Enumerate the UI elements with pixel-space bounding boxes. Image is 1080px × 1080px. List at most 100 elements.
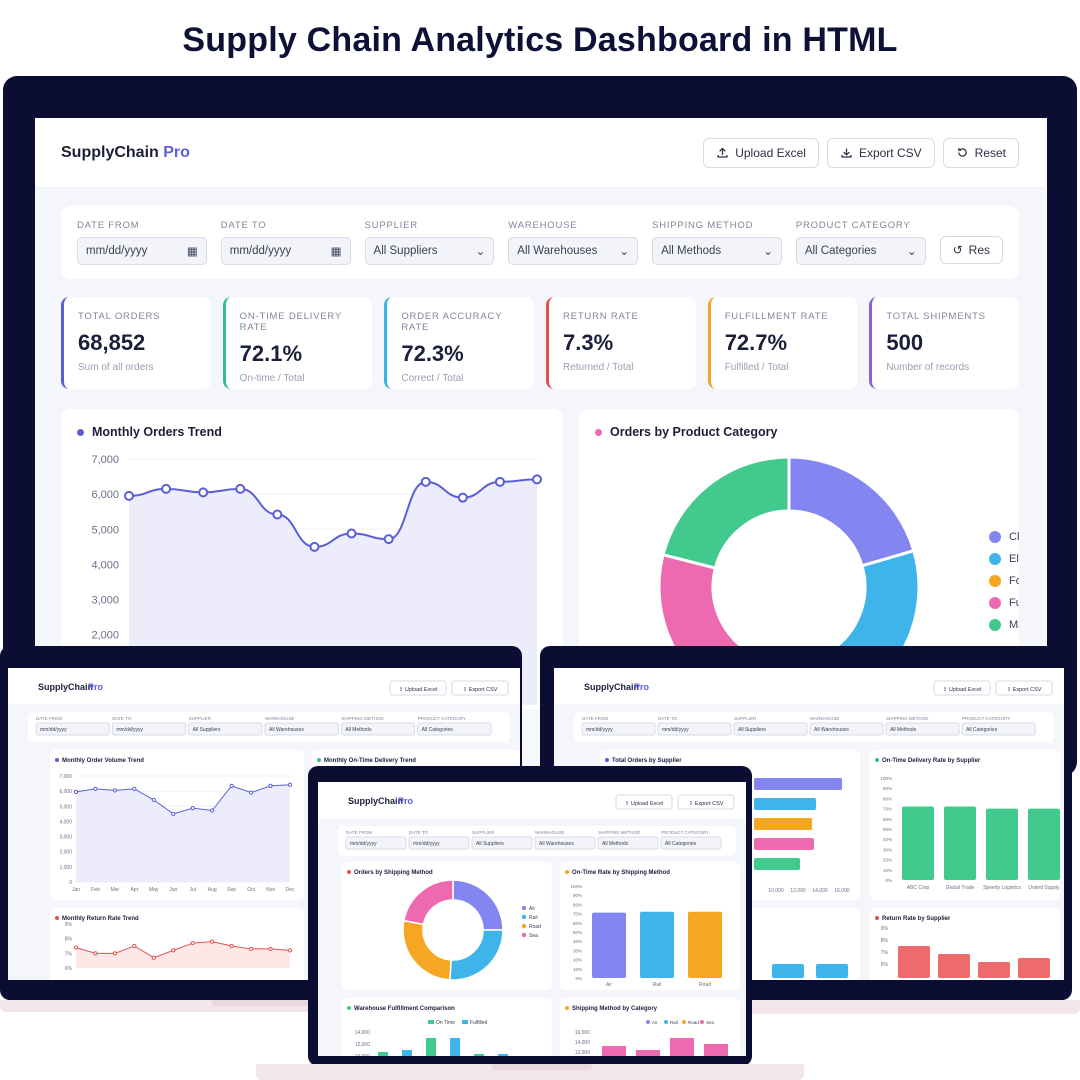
- legend-item[interactable]: Machin: [989, 619, 1019, 631]
- line-point[interactable]: [124, 490, 134, 501]
- kpi-label: RETURN RATE: [563, 311, 639, 322]
- reset-button[interactable]: Reset: [942, 137, 1019, 168]
- legend-label: Machin: [1009, 619, 1019, 631]
- mini-filter-input[interactable]: [340, 722, 416, 736]
- mini-card-title: On-Time Rate by Shipping Method: [572, 870, 670, 876]
- mini-card-title: Total Orders by Supplier: [612, 758, 682, 764]
- legend-item[interactable]: Clothin: [989, 531, 1019, 543]
- mini-filter-input[interactable]: [809, 722, 884, 736]
- mini-filter-input[interactable]: [35, 722, 110, 736]
- mini-line-series: [75, 784, 291, 815]
- mini-legend-label: Sea: [529, 933, 538, 939]
- donut-chart-title: Orders by Product Category: [610, 425, 778, 439]
- chevron-down-icon: ⌄: [475, 246, 486, 258]
- filter-reset-button[interactable]: ↺ Res: [939, 236, 1003, 264]
- date-to-input[interactable]: mm/dd/yyyy ▦: [220, 237, 351, 265]
- y-tick-label: 2,000: [91, 630, 119, 642]
- mini-y-tick: 70%: [573, 912, 582, 917]
- title-dot-icon: [605, 758, 609, 762]
- mini-bar: [1018, 958, 1050, 978]
- mini-filter-input[interactable]: [345, 836, 407, 850]
- mini-filter-input[interactable]: [597, 836, 659, 850]
- line-point[interactable]: [383, 534, 394, 545]
- mini-filter-input[interactable]: [111, 722, 187, 736]
- warehouse-select[interactable]: All Warehouses ⌄: [508, 237, 639, 265]
- mini-filter-input[interactable]: [417, 722, 492, 736]
- mini-line-point: [151, 955, 156, 960]
- date-from-label: DATE FROM: [77, 220, 140, 231]
- mini-brand: SupplyChain: [38, 682, 93, 692]
- mini-filter-input[interactable]: [534, 836, 596, 850]
- mini-x-tick: ABC Corp: [907, 885, 930, 891]
- mini-bar: [902, 806, 934, 880]
- mini-y-tick: 10%: [573, 967, 582, 972]
- mini-x-tick: 16,000: [834, 888, 850, 894]
- mini-y-tick: 0: [69, 880, 72, 886]
- donut-legend: Clothin Electron Food Furnitu Machin: [989, 531, 1019, 641]
- upload-excel-button[interactable]: Upload Excel: [703, 137, 819, 168]
- mini-filter-value: All Categories: [966, 727, 998, 733]
- line-point[interactable]: [420, 476, 431, 487]
- export-csv-button[interactable]: Export CSV: [826, 137, 935, 168]
- mini-line-point: [151, 797, 156, 803]
- line-point[interactable]: [309, 541, 320, 552]
- mini-export-button[interactable]: [677, 794, 735, 810]
- mini-filter-input[interactable]: [733, 722, 808, 736]
- mini-filter-input[interactable]: [961, 722, 1036, 736]
- legend-item[interactable]: Food: [989, 575, 1019, 587]
- title-dot-icon: [595, 428, 602, 436]
- mini-filter-input[interactable]: [471, 836, 533, 850]
- line-point[interactable]: [198, 487, 209, 498]
- chevron-down-icon: ⌄: [763, 246, 773, 258]
- mini-filter-input[interactable]: [264, 722, 339, 736]
- line-point[interactable]: [532, 474, 542, 485]
- chevron-down-icon: ⌄: [619, 246, 630, 258]
- kpi-card: RETURN RATE 7.3% Returned / Total: [546, 297, 696, 389]
- reset-icon: [957, 148, 967, 157]
- mini-y-tick: 40%: [883, 837, 892, 842]
- mini-export-button[interactable]: [995, 680, 1053, 696]
- mini-line-point: [132, 786, 137, 791]
- product-category-select[interactable]: All Categories ⌄: [795, 237, 926, 265]
- shipping-method-select[interactable]: All Methods ⌄: [652, 237, 782, 265]
- legend-item[interactable]: Electron: [989, 553, 1019, 565]
- mini-line-point: [190, 806, 195, 811]
- mini-upload-button[interactable]: [933, 680, 991, 696]
- mini-y-tick: 6,000: [59, 789, 72, 795]
- kpi-subtext: Sum of all orders: [78, 362, 154, 373]
- supplier-select[interactable]: All Suppliers ⌄: [364, 237, 495, 265]
- line-point[interactable]: [346, 528, 357, 539]
- line-point[interactable]: [457, 492, 468, 503]
- mini-filter-input[interactable]: [885, 722, 960, 736]
- legend-item[interactable]: Furnitu: [989, 597, 1019, 609]
- line-point[interactable]: [161, 483, 172, 494]
- line-point[interactable]: [272, 509, 283, 520]
- mini-upload-button[interactable]: [615, 794, 673, 810]
- mini-filter-label: DATE FROM: [582, 716, 608, 721]
- mini-x-tick: Air: [606, 982, 612, 988]
- mini-y-tick: 60%: [573, 921, 582, 926]
- mini-card-title: On-Time Delivery Rate by Supplier: [882, 758, 981, 764]
- mini-card-title: Orders by Shipping Method: [354, 870, 433, 876]
- line-point[interactable]: [235, 483, 246, 494]
- mini-filter-input[interactable]: [657, 722, 732, 736]
- date-from-input[interactable]: mm/dd/yyyy ▦: [77, 237, 207, 265]
- mini-x-tick: Nov: [266, 887, 275, 893]
- line-point[interactable]: [494, 476, 505, 487]
- mini-y-tick: 5,000: [59, 804, 72, 810]
- mini-line-point: [287, 782, 293, 787]
- upload-icon: [717, 147, 728, 158]
- mini-upload-button[interactable]: [389, 680, 447, 696]
- mini-hbar: [754, 858, 800, 870]
- kpi-value: 68,852: [78, 330, 146, 355]
- mini-filter-input[interactable]: [660, 836, 722, 850]
- mini-y-tick: 90%: [883, 786, 892, 791]
- mini-filter-input[interactable]: [581, 722, 656, 736]
- mini-filter-input[interactable]: [188, 722, 263, 736]
- mini-y-tick: 6%: [65, 966, 73, 972]
- mini-export-button[interactable]: [451, 680, 509, 696]
- mini-filter-input[interactable]: [408, 836, 470, 850]
- donut-slice[interactable]: [661, 455, 791, 570]
- mini-y-tick: 40%: [573, 939, 582, 944]
- donut-slice[interactable]: [787, 455, 916, 568]
